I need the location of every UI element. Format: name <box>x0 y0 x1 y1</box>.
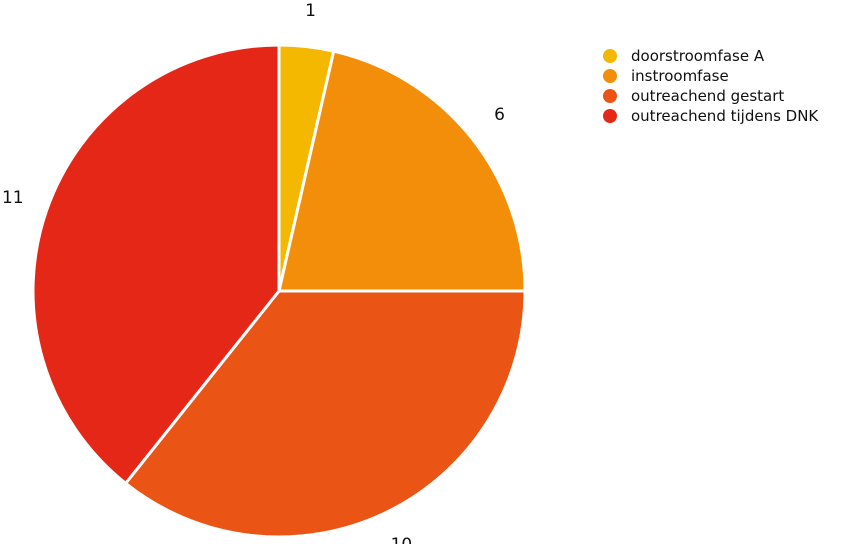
data-label-3: 10 <box>391 535 413 544</box>
legend-item-instroomfase[interactable]: instroomfase <box>603 66 818 86</box>
pie-data-labels: 1 6 10 11 <box>2 1 505 544</box>
legend-label: doorstroomfase A <box>631 47 765 65</box>
legend-swatch-icon <box>603 109 617 123</box>
legend-label: instroomfase <box>631 67 729 85</box>
legend-swatch-icon <box>603 69 617 83</box>
pie-slices <box>31 43 527 539</box>
legend-label: outreachend gestart <box>631 87 785 105</box>
pie-slice-4[interactable] <box>31 43 281 485</box>
legend-item-outreachend-gestart[interactable]: outreachend gestart <box>603 86 818 106</box>
data-label-4: 11 <box>2 188 24 208</box>
legend-item-outreachend-tijdens-dnk[interactable]: outreachend tijdens DNK <box>603 106 818 126</box>
legend-swatch-icon <box>603 49 617 63</box>
legend: doorstroomfase A instroomfase outreachen… <box>603 46 818 126</box>
data-label-2: 6 <box>494 105 505 125</box>
pie-slice-2[interactable] <box>277 49 527 293</box>
pie-slice-3[interactable] <box>124 289 527 539</box>
legend-item-doorstroomfase-a[interactable]: doorstroomfase A <box>603 46 818 66</box>
legend-label: outreachend tijdens DNK <box>631 107 819 125</box>
data-label-1: 1 <box>305 1 316 21</box>
legend-swatch-icon <box>603 89 617 103</box>
